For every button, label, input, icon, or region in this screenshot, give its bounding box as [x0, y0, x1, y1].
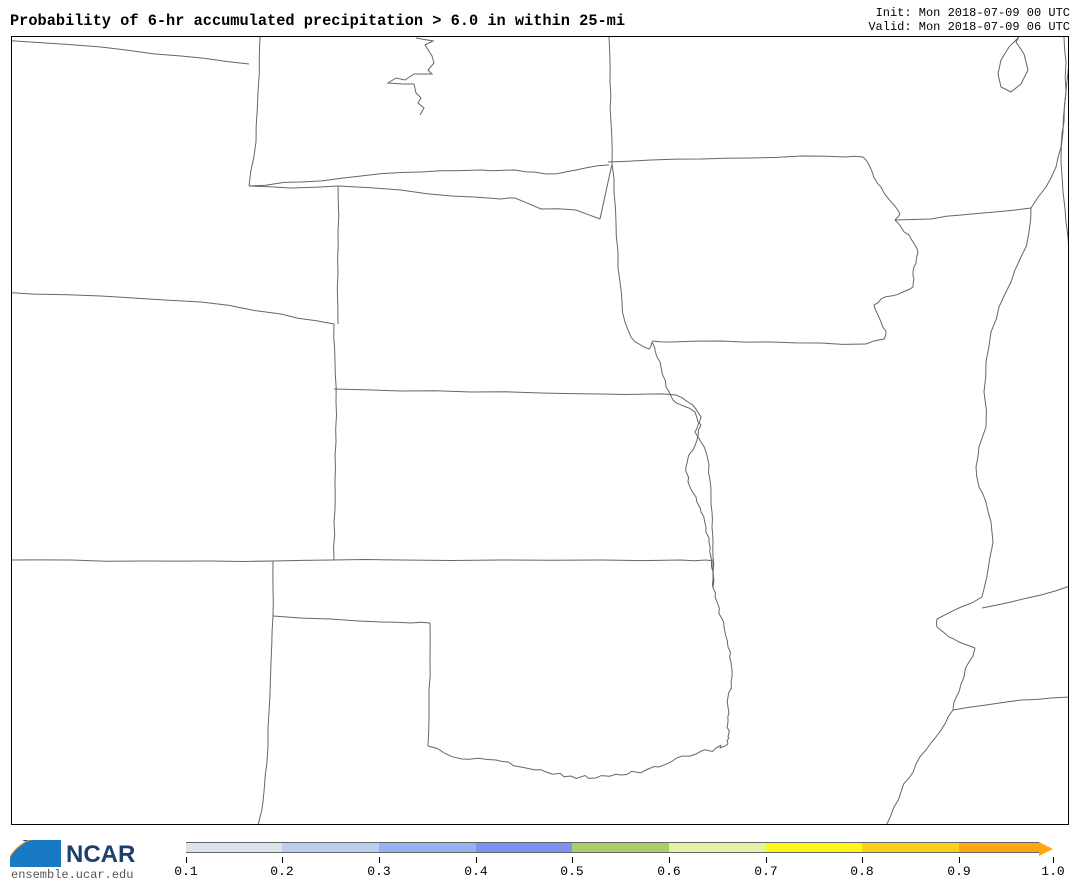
svg-text:NCAR: NCAR	[66, 841, 135, 868]
